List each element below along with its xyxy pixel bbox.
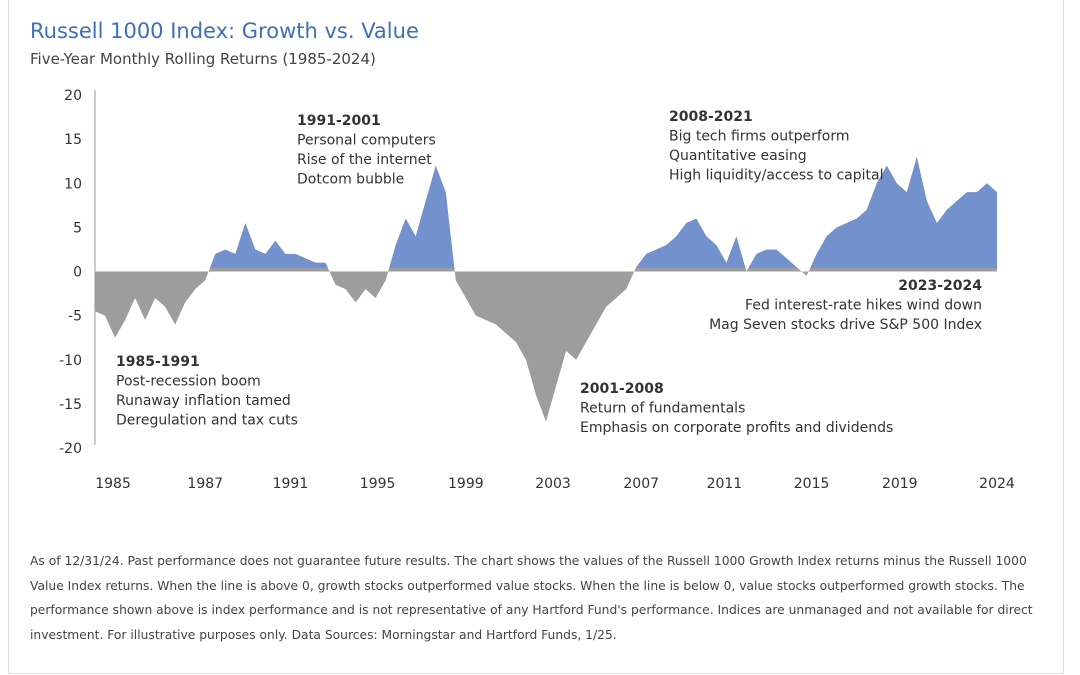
x-tick-label: 1995 bbox=[360, 476, 396, 492]
annotation-line: Rise of the internet bbox=[297, 152, 432, 168]
x-tick-label: 2019 bbox=[882, 476, 918, 492]
chart-subtitle: Five-Year Monthly Rolling Returns (1985-… bbox=[30, 50, 376, 68]
chart: Russell 1000 Index: Growth vs. Value Fiv… bbox=[30, 19, 1015, 492]
x-tick-label: 2007 bbox=[623, 476, 659, 492]
annotation-line: Quantitative easing bbox=[669, 148, 807, 164]
annotation-title: 2023-2024 bbox=[898, 278, 982, 294]
frame bbox=[8, 0, 1064, 674]
x-tick-label: 2015 bbox=[794, 476, 830, 492]
y-tick-label: 5 bbox=[73, 220, 82, 236]
annotation-line: Post-recession boom bbox=[116, 374, 261, 390]
annotation-line: Emphasis on corporate profits and divide… bbox=[580, 420, 893, 436]
annotation-title: 2001-2008 bbox=[580, 381, 664, 397]
annotation-line: High liquidity/access to capital bbox=[669, 168, 883, 184]
x-tick-label: 1991 bbox=[273, 476, 309, 492]
x-tick-label: 1985 bbox=[95, 476, 131, 492]
y-tick-label: -5 bbox=[68, 309, 82, 325]
y-tick-label: -15 bbox=[59, 397, 82, 413]
x-tick-label: 1999 bbox=[448, 476, 484, 492]
y-tick-label: 0 bbox=[73, 265, 82, 281]
annotation-title: 2008-2021 bbox=[669, 109, 753, 125]
annotation-line: Big tech firms outperform bbox=[669, 129, 850, 145]
annotation-line: Personal computers bbox=[297, 133, 436, 149]
annotation-line: Runaway inflation tamed bbox=[116, 393, 291, 409]
y-tick-label: -10 bbox=[59, 353, 82, 369]
annotation-line: Mag Seven stocks drive S&P 500 Index bbox=[709, 317, 982, 333]
y-tick-label: 20 bbox=[64, 88, 82, 104]
annotation-title: 1985-1991 bbox=[116, 354, 200, 370]
x-tick-label: 1987 bbox=[187, 476, 223, 492]
positive-area bbox=[209, 156, 997, 268]
y-tick-label: -20 bbox=[59, 441, 82, 457]
chart-title: Russell 1000 Index: Growth vs. Value bbox=[30, 19, 419, 43]
x-tick-label: 2024 bbox=[979, 476, 1015, 492]
annotation-line: Return of fundamentals bbox=[580, 401, 745, 417]
x-tick-label: 2011 bbox=[707, 476, 743, 492]
annotation-line: Fed interest-rate hikes wind down bbox=[745, 298, 982, 314]
annotation-title: 1991-2001 bbox=[297, 113, 381, 129]
x-tick-label: 2003 bbox=[535, 476, 571, 492]
footnote: As of 12/31/24. Past performance does no… bbox=[30, 554, 1033, 642]
annotation-line: Dotcom bubble bbox=[297, 172, 404, 188]
negative-area bbox=[95, 268, 997, 422]
annotation-line: Deregulation and tax cuts bbox=[116, 413, 298, 429]
y-tick-label: 15 bbox=[64, 132, 82, 148]
y-tick-label: 10 bbox=[64, 176, 82, 192]
